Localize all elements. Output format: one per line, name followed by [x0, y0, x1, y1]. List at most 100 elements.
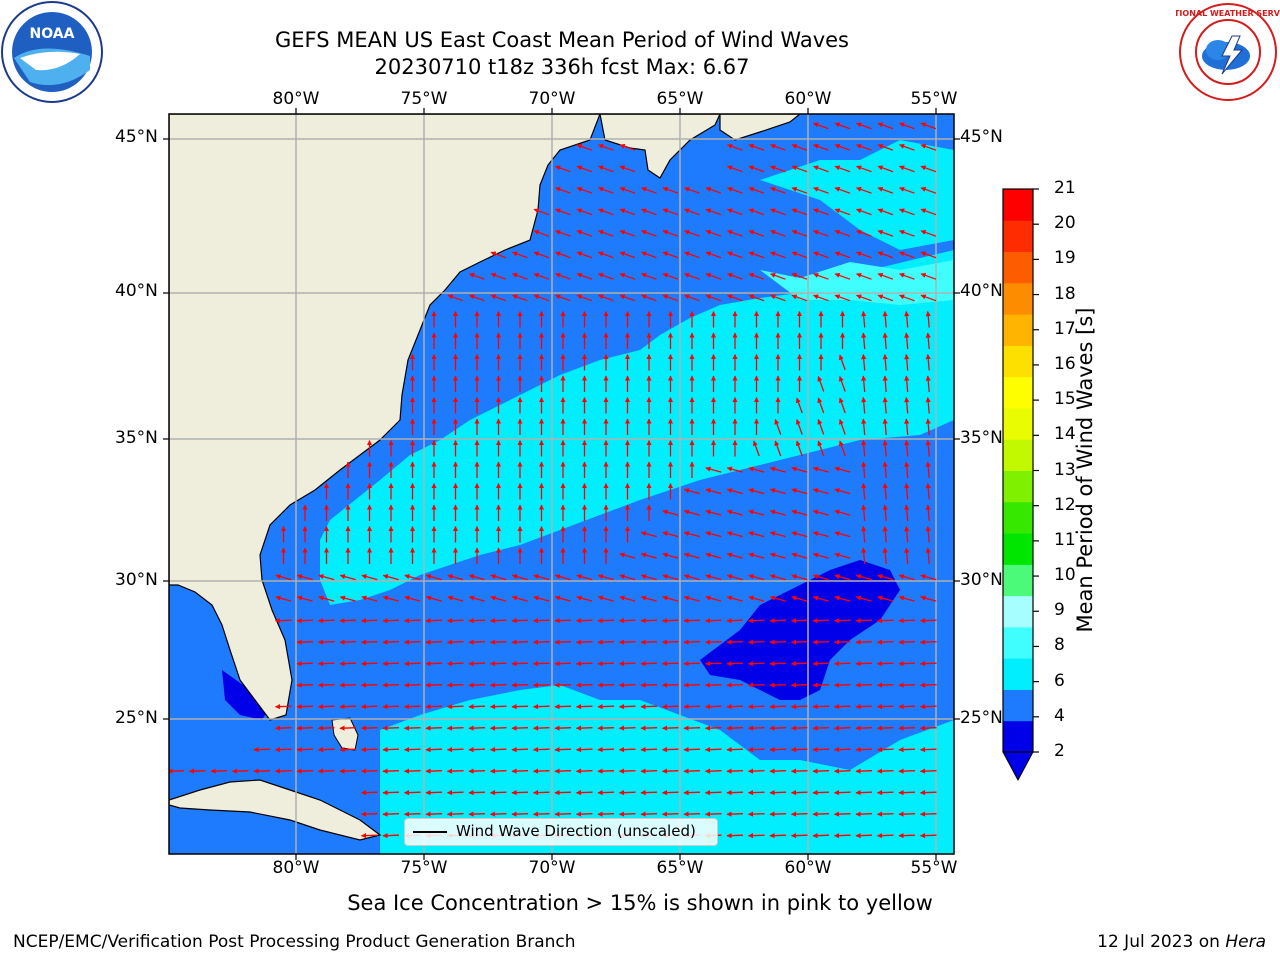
wind-wave-arrow [339, 595, 356, 602]
wind-wave-arrow [747, 811, 765, 817]
wind-wave-arrow [253, 768, 271, 774]
wind-wave-arrow [382, 639, 400, 645]
noaa-logo-text: NOAA [30, 26, 75, 42]
wind-wave-arrow [834, 531, 851, 538]
colorbar-segment [1003, 595, 1033, 628]
wind-wave-arrow [511, 595, 528, 602]
wind-wave-arrow [748, 294, 765, 302]
wind-wave-arrow [791, 272, 808, 280]
wind-wave-arrow [339, 682, 357, 688]
wind-wave-arrow [576, 595, 593, 602]
wind-wave-arrow [813, 208, 829, 216]
wind-wave-arrow [446, 704, 464, 710]
wind-wave-arrow [769, 466, 786, 473]
wind-wave-arrow [747, 833, 765, 839]
wind-wave-arrow [554, 661, 572, 667]
wind-wave-arrow [834, 552, 851, 559]
wind-wave-arrow [838, 397, 846, 414]
wind-wave-arrow [661, 811, 679, 817]
colorbar-tick-label: 18 [1054, 283, 1076, 304]
wind-wave-arrow [511, 725, 529, 731]
wind-wave-arrow [817, 440, 825, 457]
wind-wave-arrow [727, 208, 743, 216]
wind-wave-arrow [683, 661, 701, 667]
wind-wave-arrow [317, 639, 335, 645]
wind-wave-arrow [925, 504, 931, 522]
wind-wave-arrow [683, 595, 700, 602]
colorbar-tick-label: 4 [1054, 705, 1065, 726]
wind-wave-arrow [770, 229, 786, 237]
wind-wave-arrow [661, 747, 679, 753]
wind-wave-arrow [555, 229, 571, 237]
map-gridlines [169, 114, 954, 854]
wind-wave-arrow [791, 574, 808, 581]
wind-wave-arrow [791, 251, 808, 259]
wind-wave-arrow [683, 725, 701, 731]
wind-wave-arrow [641, 272, 657, 280]
wind-wave-arrow [705, 509, 722, 516]
wind-wave-arrow [834, 186, 851, 194]
wind-wave-arrow [748, 488, 765, 495]
land-nova-scotia-east [719, 114, 801, 141]
wind-wave-arrow [726, 682, 744, 688]
wind-wave-arrow [856, 208, 872, 216]
wind-wave-arrow [169, 768, 185, 774]
wind-wave-arrow [705, 531, 722, 538]
chart-title: GEFS MEAN US East Coast Mean Period of W… [275, 28, 849, 52]
map-area [169, 114, 954, 854]
wind-wave-arrow [769, 747, 787, 753]
wind-wave-arrow [882, 396, 888, 414]
wind-wave-arrow [274, 768, 292, 774]
wind-wave-arrow [748, 229, 765, 237]
wind-wave-arrow [882, 332, 888, 350]
wind-wave-arrow [898, 595, 915, 602]
wind-wave-arrow [727, 229, 743, 237]
wind-wave-arrow [876, 704, 894, 710]
wind-wave-arrow [317, 747, 335, 753]
colorbar-tick-label: 13 [1054, 459, 1076, 480]
wind-wave-arrow [877, 165, 894, 173]
wind-wave-arrow [339, 725, 357, 731]
wind-wave-arrow [425, 704, 443, 710]
wind-wave-arrow [769, 639, 787, 645]
lat-label-right-30n: 30°N [960, 570, 1003, 590]
wind-wave-arrow [489, 725, 507, 731]
wind-wave-arrow [511, 790, 529, 796]
wind-wave-arrow [812, 704, 830, 710]
wind-wave-arrow [747, 704, 765, 710]
wind-wave-arrow [834, 143, 851, 151]
wind-wave-arrow [662, 272, 679, 280]
wind-wave-arrow [813, 294, 829, 302]
wind-wave-arrow [769, 618, 787, 624]
wind-wave-arrow [861, 396, 867, 414]
wind-wave-arrow [598, 186, 614, 194]
wind-wave-arrow [640, 704, 658, 710]
axis-ticks [163, 108, 960, 860]
wind-wave-arrow [899, 272, 915, 280]
wind-wave-arrow [317, 618, 335, 624]
footer-machine: Hera [1225, 932, 1266, 952]
wind-wave-arrow [726, 552, 743, 559]
wind-wave-arrow [726, 811, 744, 817]
wind-wave-arrow [748, 165, 765, 173]
wind-wave-arrow [662, 186, 679, 194]
colorbar-tick-label: 8 [1054, 635, 1065, 656]
colorbar-segment [1003, 407, 1033, 440]
wind-wave-arrow [834, 466, 851, 473]
wind-wave-arrow [533, 229, 550, 237]
wind-wave-arrow [360, 790, 378, 796]
wind-wave-arrow [855, 704, 873, 710]
wind-wave-arrow [833, 639, 851, 645]
wind-wave-arrow [575, 639, 593, 645]
wind-wave-arrow [882, 504, 888, 522]
wind-wave-arrow [662, 251, 679, 259]
wind-wave-arrow [752, 440, 760, 457]
wind-wave-arrow [296, 747, 314, 753]
wind-wave-arrow [812, 811, 830, 817]
wind-wave-arrow [683, 790, 701, 796]
wind-wave-arrow [704, 811, 722, 817]
wind-wave-arrow [532, 768, 550, 774]
wind-wave-arrow [770, 294, 786, 302]
wind-wave-arrow [684, 229, 700, 237]
nws-logo-text: NATIONAL WEATHER SERVICE [1176, 9, 1280, 18]
